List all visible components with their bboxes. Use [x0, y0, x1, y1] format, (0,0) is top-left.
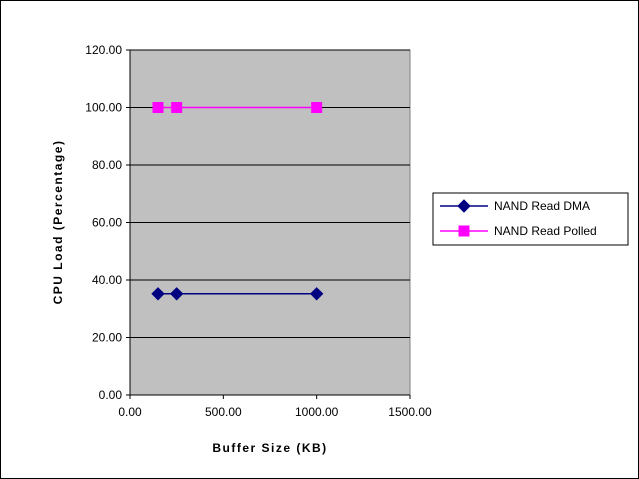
y-tick-label: 40.00 — [92, 273, 122, 287]
legend-label-1: NAND Read Polled — [494, 224, 597, 238]
series-1-point — [152, 102, 164, 113]
x-tick-label: 0.00 — [118, 405, 142, 419]
y-axis-title: CPU Load (Percentage) — [51, 140, 65, 305]
series-1-point — [171, 102, 183, 113]
y-tick-label: 0.00 — [99, 388, 123, 402]
series-0-point — [151, 287, 165, 301]
series-0-point — [169, 287, 184, 301]
legend-marker-1 — [458, 225, 470, 237]
x-axis-title: Buffer Size (KB) — [212, 441, 327, 455]
y-tick-label: 60.00 — [92, 216, 122, 230]
x-tick-label: 1500.00 — [388, 405, 432, 419]
series-0-point — [309, 287, 324, 301]
x-tick-label: 1000.00 — [295, 405, 339, 419]
y-tick-label: 100.00 — [85, 101, 122, 115]
x-tick-label: 500.00 — [205, 405, 242, 419]
y-tick-label: 80.00 — [92, 158, 122, 172]
legend-label-0: NAND Read DMA — [494, 199, 590, 213]
series-1-point — [311, 102, 323, 113]
legend: NAND Read DMA NAND Read Polled — [432, 192, 629, 246]
y-tick-label: 120.00 — [85, 43, 122, 57]
legend-marker-0 — [457, 199, 471, 213]
y-tick-label: 20.00 — [92, 331, 122, 345]
